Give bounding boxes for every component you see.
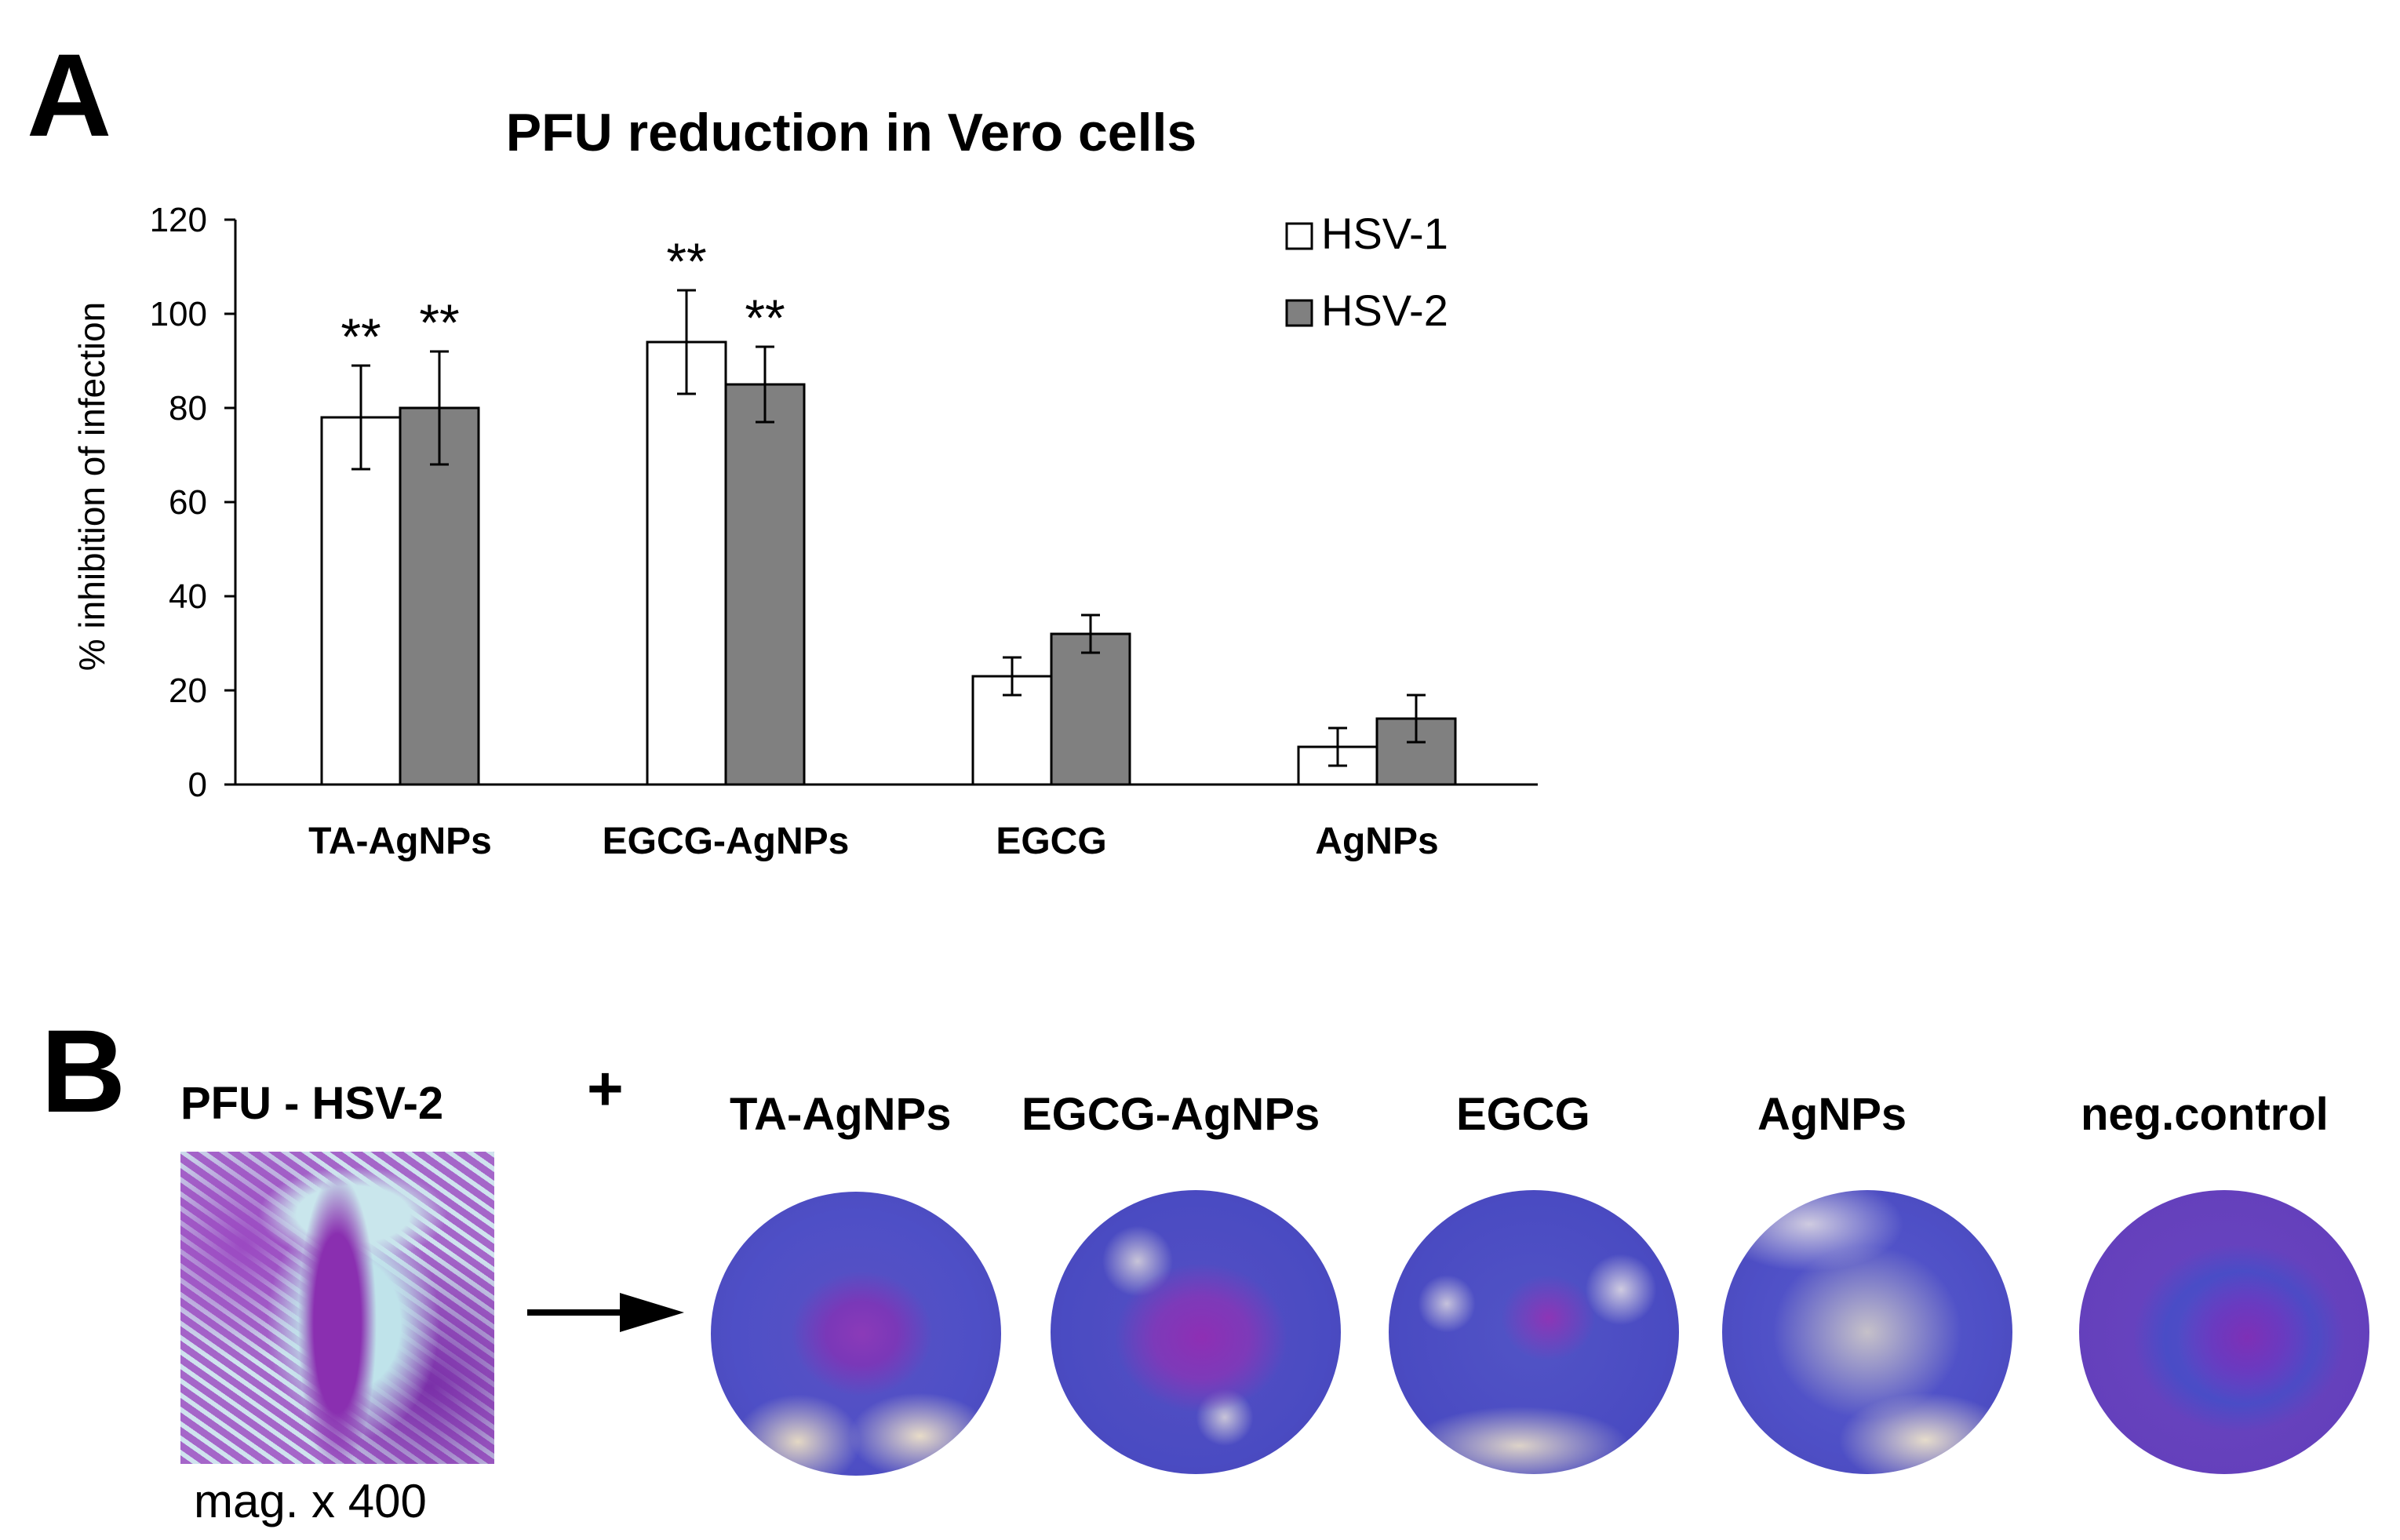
bar-hsv-1-0: [320, 416, 402, 786]
plate-ta-agnps: [711, 1192, 1001, 1476]
plate-label-neg-control: neg.control: [2081, 1089, 2329, 1140]
plate-agnps: [1722, 1190, 2012, 1474]
y-tick-label: 40: [169, 577, 207, 616]
significance-label: **: [341, 308, 381, 366]
y-tick-label: 20: [169, 672, 207, 710]
x-tick-label: EGCG: [996, 821, 1106, 862]
bar-hsv-1-1: [646, 340, 727, 786]
x-tick-labels: TA-AgNPs EGCG-AgNPs EGCG AgNPs: [308, 821, 1439, 862]
x-tick-label: AgNPs: [1315, 821, 1438, 862]
x-tick-label: TA-AgNPs: [308, 821, 492, 862]
bars: ** ** ** **: [320, 232, 1457, 786]
bar-hsv-2-0: [399, 406, 480, 786]
x-tick-label: EGCG-AgNPs: [603, 821, 850, 862]
plate-egcg: [1389, 1190, 1679, 1474]
plus-sign: +: [587, 1054, 624, 1123]
legend-swatch-hsv-1: [1285, 222, 1313, 250]
chart-title: PFU reduction in Vero cells: [506, 103, 1196, 162]
legend-swatch-hsv-2: [1285, 299, 1313, 327]
pfu-label: PFU - HSV-2: [180, 1078, 444, 1129]
plate-neg-control: [2079, 1190, 2369, 1474]
plate-label-egcg: EGCG: [1456, 1089, 1590, 1140]
significance-label: **: [745, 289, 785, 347]
y-ticks: 0 20 40 60 80 100 120: [150, 201, 235, 804]
y-axis-label: % inhibition of infection: [71, 302, 112, 672]
y-tick-label: 120: [150, 201, 207, 239]
y-tick-label: 60: [169, 483, 207, 522]
legend: HSV-1 HSV-2: [1285, 209, 1448, 335]
y-tick-label: 0: [188, 766, 207, 804]
significance-label: **: [419, 293, 459, 351]
plate-egcg-agnps: [1051, 1190, 1341, 1474]
magnification-label: mag. x 400: [194, 1475, 427, 1527]
plate-label-egcg-agnps: EGCG-AgNPs: [1022, 1089, 1320, 1140]
legend-label: HSV-2: [1321, 286, 1448, 335]
plate-label-ta-agnps: TA-AgNPs: [730, 1089, 952, 1140]
legend-label: HSV-1: [1321, 209, 1448, 258]
bar-hsv-2-2: [1050, 632, 1131, 786]
bar-hsv-2-1: [724, 383, 806, 786]
y-tick-label: 100: [150, 295, 207, 333]
panel-b-letter: B: [41, 1005, 126, 1137]
micrograph-image: [180, 1152, 494, 1464]
y-tick-label: 80: [169, 389, 207, 428]
plate-label-agnps: AgNPs: [1757, 1089, 1907, 1140]
panel-a-letter: A: [27, 29, 112, 161]
arrow-icon: [527, 1293, 684, 1332]
significance-label: **: [666, 232, 706, 290]
